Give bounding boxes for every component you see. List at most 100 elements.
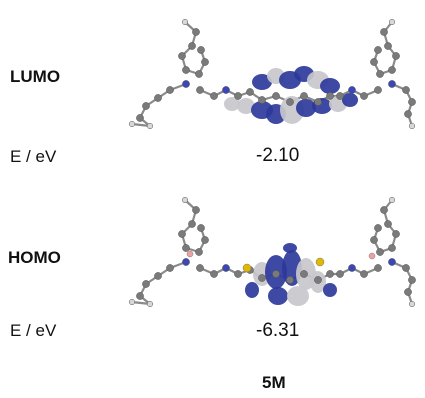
lumo-molecule-graphic [128, 18, 416, 130]
carbon-atom [258, 96, 266, 104]
sulfur-atom [242, 263, 252, 273]
carbon-atom [380, 206, 388, 214]
hydrogen-atom [146, 300, 154, 308]
carbon-atom [404, 110, 412, 118]
carbon-atom [402, 264, 410, 272]
carbon-atom [210, 270, 218, 278]
orbital-lobe-positive [252, 74, 272, 90]
hydrogen-atom [128, 298, 136, 306]
carbon-atom [195, 70, 203, 78]
carbon-atom [314, 98, 322, 106]
homo-energy-label: E / eV [10, 321, 57, 340]
carbon-atom [188, 42, 196, 50]
nitrogen-atom [222, 86, 230, 94]
orbital-lobe-positive [268, 287, 288, 305]
carbon-atom [201, 236, 209, 244]
carbon-atom [192, 206, 200, 214]
orbital-lobe-positive [296, 99, 316, 117]
carbon-atom [408, 276, 416, 284]
hydrogen-atom [388, 196, 396, 204]
carbon-atom [326, 92, 334, 100]
hydrogen-atom [128, 120, 136, 128]
carbon-atom [154, 272, 162, 280]
lumo-orbital-diagram [0, 10, 425, 140]
carbon-atom [246, 88, 254, 96]
carbon-atom [374, 264, 382, 272]
nitrogen-atom [348, 264, 356, 272]
hydrogen-atom [408, 300, 416, 308]
orbital-lobe-negative [287, 286, 309, 306]
carbon-atom [234, 92, 242, 100]
lumo-energy-label: E / eV [10, 147, 57, 166]
nitrogen-atom [182, 80, 190, 88]
lumo-label: LUMO [10, 67, 61, 86]
carbon-atom [182, 244, 190, 252]
carbon-atom [142, 280, 150, 288]
carbon-atom [392, 230, 400, 238]
hydrogen-atom [146, 122, 154, 130]
carbon-atom [195, 248, 203, 256]
homo-molecule-graphic [128, 196, 416, 308]
orbital-lobe-positive [283, 243, 297, 253]
carbon-atom [192, 28, 200, 36]
hydrogen-atom [181, 18, 189, 26]
carbon-atom [272, 92, 280, 100]
carbon-atom [210, 92, 218, 100]
molecule-label: 5M [262, 373, 286, 392]
nitrogen-atom [222, 264, 230, 272]
hydrogen-atom [388, 18, 396, 26]
carbon-atom [272, 270, 280, 278]
orbital-lobe-negative [237, 98, 255, 114]
carbon-atom [314, 276, 322, 284]
carbon-atom [258, 274, 266, 282]
carbon-atom [370, 58, 378, 66]
homo-label: HOMO [8, 248, 61, 267]
carbon-atom [404, 288, 412, 296]
carbon-atom [196, 264, 204, 272]
carbon-atom [408, 98, 416, 106]
carbon-atom [286, 276, 294, 284]
homo-orbital-diagram [0, 188, 425, 318]
carbon-atom [384, 220, 392, 228]
boron-atom [186, 250, 194, 258]
carbon-atom [336, 92, 344, 100]
hydrogen-atom [408, 122, 416, 130]
carbon-atom [300, 92, 308, 100]
nitrogen-atom [348, 86, 356, 94]
carbon-atom [178, 52, 186, 60]
carbon-atom [234, 270, 242, 278]
lumo-energy-value: -2.10 [256, 145, 300, 166]
carbon-atom [392, 52, 400, 60]
carbon-atom [166, 86, 174, 94]
carbon-atom [201, 58, 209, 66]
carbon-atom [384, 42, 392, 50]
hydrogen-atom [181, 196, 189, 204]
carbon-atom [154, 94, 162, 102]
orbital-lobe-positive [323, 283, 337, 297]
carbon-atom [197, 46, 205, 54]
nitrogen-atom [388, 80, 396, 88]
carbon-atom [376, 248, 384, 256]
boron-atom [368, 252, 376, 260]
carbon-atom [326, 270, 334, 278]
carbon-atom [370, 236, 378, 244]
homo-energy-value: -6.31 [256, 320, 300, 341]
carbon-atom [388, 66, 396, 74]
carbon-atom [374, 86, 382, 94]
carbon-atom [182, 66, 190, 74]
carbon-atom [360, 270, 368, 278]
carbon-atom [380, 28, 388, 36]
carbon-atom [376, 70, 384, 78]
carbon-atom [388, 244, 396, 252]
carbon-atom [196, 86, 204, 94]
nitrogen-atom [182, 258, 190, 266]
carbon-atom [374, 224, 382, 232]
carbon-atom [374, 46, 382, 54]
carbon-atom [402, 86, 410, 94]
carbon-atom [188, 220, 196, 228]
carbon-atom [197, 224, 205, 232]
carbon-atom [336, 270, 344, 278]
carbon-atom [286, 98, 294, 106]
orbital-lobe-positive [342, 93, 358, 107]
nitrogen-atom [388, 258, 396, 266]
